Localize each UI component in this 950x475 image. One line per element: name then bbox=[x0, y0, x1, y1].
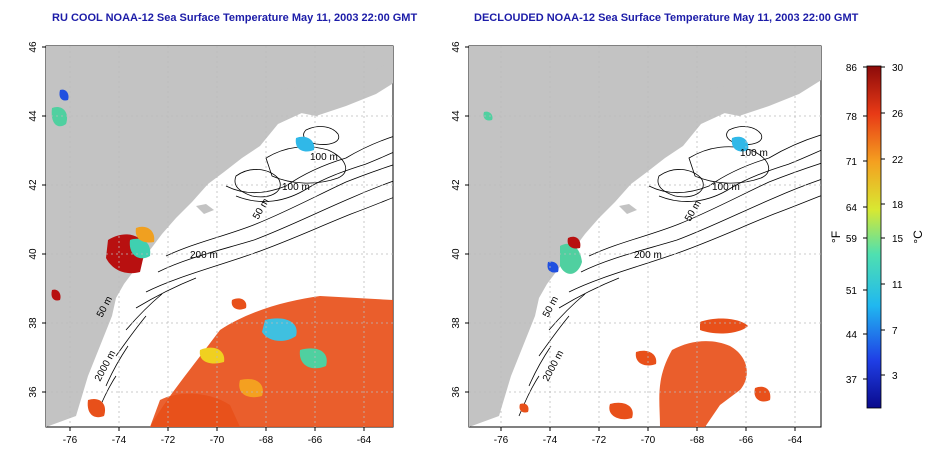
colorbar: 86 78 71 64 59 51 44 37 30 26 22 18 15 1… bbox=[829, 63, 925, 409]
celsius-unit-label: °C bbox=[911, 230, 925, 244]
celsius-tick: 22 bbox=[892, 155, 904, 166]
x-tick-label: -70 bbox=[641, 435, 656, 446]
axis-right-y: 46 44 42 40 38 36 bbox=[451, 41, 469, 398]
y-tick-label: 42 bbox=[28, 179, 39, 191]
y-tick-label: 46 bbox=[28, 41, 39, 53]
fahrenheit-tick: 71 bbox=[846, 157, 858, 168]
map-area-left: 100 m 100 m 50 m 200 m 50 m 2000 m bbox=[46, 46, 393, 427]
x-tick-label: -72 bbox=[592, 435, 607, 446]
x-tick-label: -64 bbox=[788, 435, 803, 446]
fahrenheit-unit-label: °F bbox=[829, 231, 843, 243]
x-tick-label: -68 bbox=[690, 435, 705, 446]
fahrenheit-tick: 86 bbox=[846, 63, 858, 74]
colorbar-scale bbox=[866, 65, 882, 409]
fahrenheit-tick: 44 bbox=[846, 330, 858, 341]
fahrenheit-tick: 78 bbox=[846, 112, 858, 123]
celsius-tick: 18 bbox=[892, 200, 904, 211]
fahrenheit-tick: 51 bbox=[846, 286, 858, 297]
celsius-tick: 15 bbox=[892, 234, 904, 245]
fahrenheit-tick: 59 bbox=[846, 234, 858, 245]
x-tick-label: -76 bbox=[63, 435, 78, 446]
x-tick-label: -74 bbox=[112, 435, 127, 446]
map-title-right: DECLOUDED NOAA-12 Sea Surface Temperatur… bbox=[474, 12, 859, 24]
x-tick-label: -70 bbox=[210, 435, 225, 446]
grid-right bbox=[469, 46, 821, 427]
y-tick-label: 40 bbox=[451, 248, 462, 260]
axis-left-y: 46 44 42 40 38 36 bbox=[28, 41, 46, 398]
colorbar-celsius-ticks: 30 26 22 18 15 11 7 3 bbox=[881, 63, 904, 382]
sst-patches-right bbox=[483, 111, 771, 427]
x-tick-label: -76 bbox=[494, 435, 509, 446]
y-tick-label: 36 bbox=[451, 386, 462, 398]
contour-label: 100 m bbox=[282, 182, 310, 193]
contour-label: 100 m bbox=[712, 182, 740, 193]
y-tick-label: 38 bbox=[28, 317, 39, 329]
map-title-left: RU COOL NOAA-12 Sea Surface Temperature … bbox=[52, 12, 418, 24]
x-tick-label: -66 bbox=[739, 435, 754, 446]
y-tick-label: 38 bbox=[451, 317, 462, 329]
y-tick-label: 40 bbox=[28, 248, 39, 260]
map-panel-right: 100 m 100 m 50 m 200 m 50 m 2000 m -76 -… bbox=[451, 41, 822, 446]
celsius-tick: 7 bbox=[892, 326, 898, 337]
x-tick-label: -74 bbox=[543, 435, 558, 446]
x-tick-label: -72 bbox=[161, 435, 176, 446]
grid-left bbox=[46, 46, 393, 427]
contour-label: 200 m bbox=[190, 250, 218, 261]
y-tick-label: 44 bbox=[28, 110, 39, 122]
y-tick-label: 36 bbox=[28, 386, 39, 398]
axis-right-x: -76 -74 -72 -70 -68 -66 -64 bbox=[494, 427, 803, 446]
colorbar-fahrenheit-ticks: 86 78 71 64 59 51 44 37 bbox=[846, 63, 867, 386]
contour-label: 200 m bbox=[634, 250, 662, 261]
x-tick-label: -68 bbox=[259, 435, 274, 446]
x-tick-label: -66 bbox=[308, 435, 323, 446]
y-tick-label: 44 bbox=[451, 110, 462, 122]
contour-label: 100 m bbox=[310, 152, 338, 163]
axis-left-x: -76 -74 -72 -70 -68 -66 -64 bbox=[63, 427, 372, 446]
celsius-tick: 11 bbox=[892, 280, 903, 291]
fahrenheit-tick: 37 bbox=[846, 375, 858, 386]
fahrenheit-tick: 64 bbox=[846, 203, 858, 214]
y-tick-label: 46 bbox=[451, 41, 462, 53]
contour-label: 100 m bbox=[740, 148, 768, 159]
celsius-tick: 3 bbox=[892, 371, 898, 382]
celsius-tick: 30 bbox=[892, 63, 904, 74]
y-tick-label: 42 bbox=[451, 179, 462, 191]
celsius-tick: 26 bbox=[892, 109, 904, 120]
map-panel-left: 100 m 100 m 50 m 200 m 50 m 2000 m -76 -… bbox=[28, 41, 394, 446]
x-tick-label: -64 bbox=[357, 435, 372, 446]
